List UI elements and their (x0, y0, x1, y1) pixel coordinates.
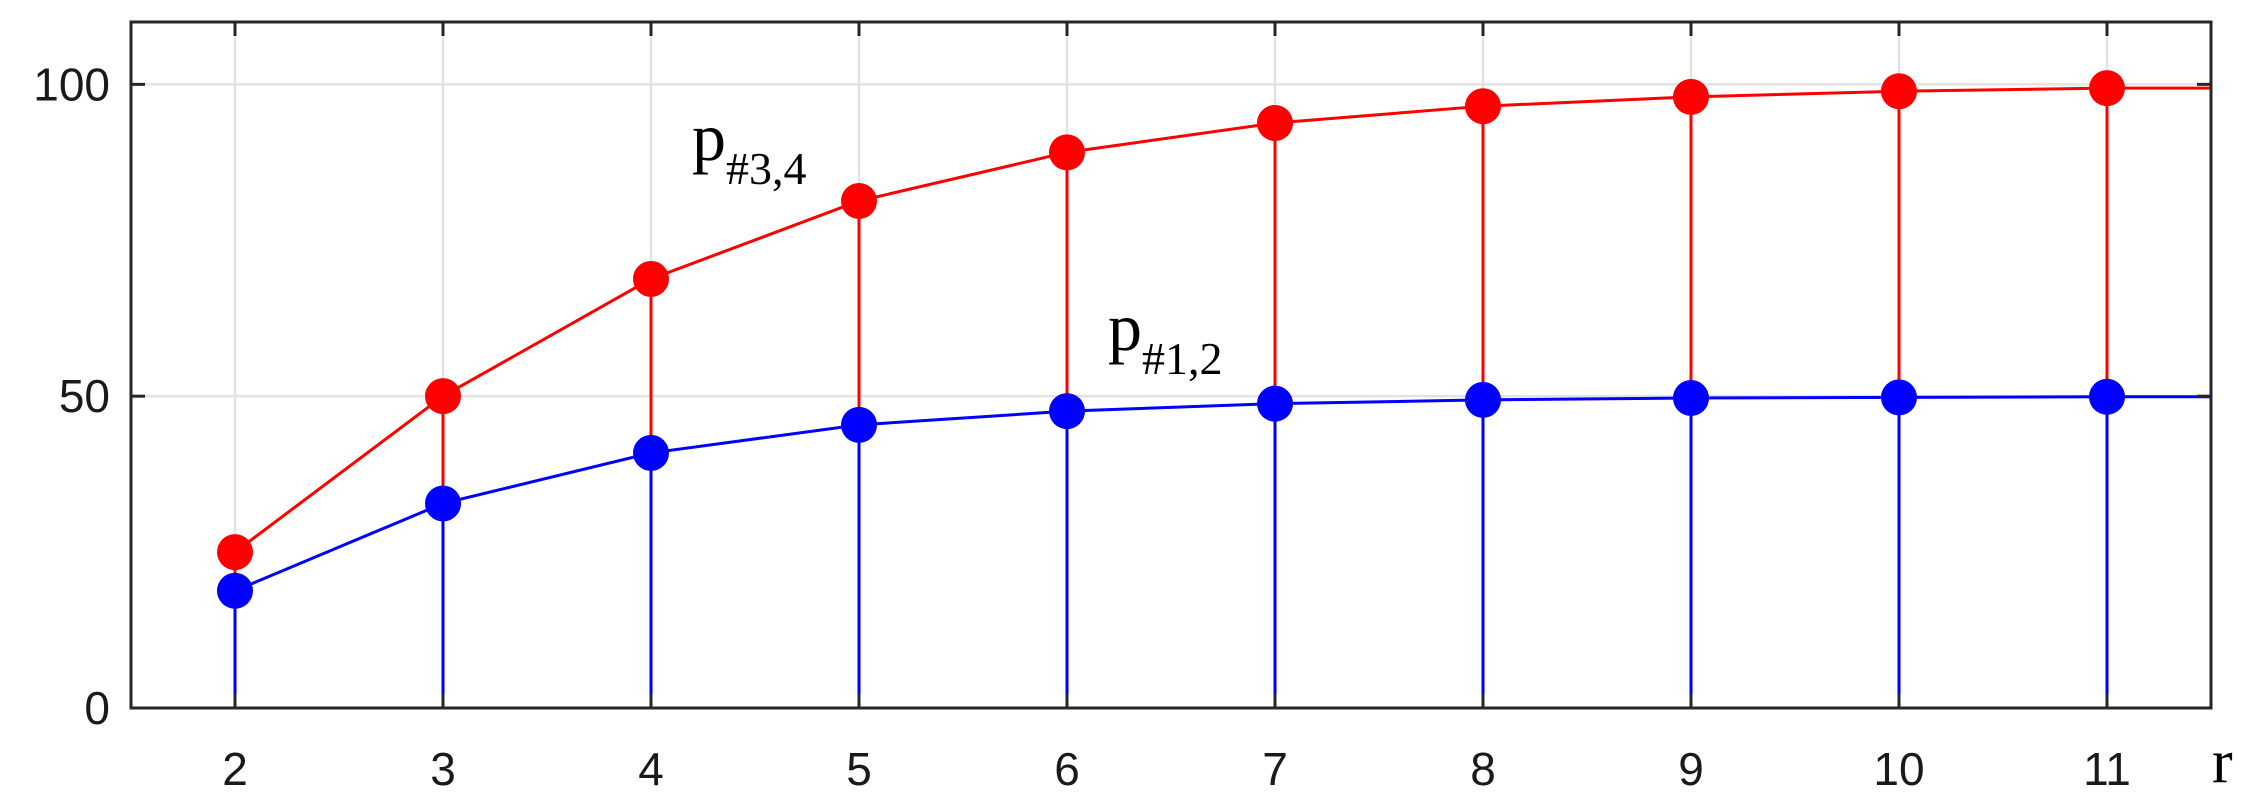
point-0-8 (1465, 88, 1501, 125)
point-1-10 (1881, 379, 1917, 416)
labels: p#3,4 p#1,2 r (692, 99, 2233, 796)
x-tick-label-2: 2 (222, 743, 248, 795)
point-1-3 (425, 485, 461, 522)
x-tick-label-7: 7 (1262, 743, 1288, 795)
point-1-8 (1465, 381, 1501, 418)
point-1-5 (841, 406, 877, 443)
point-0-10 (1881, 73, 1917, 110)
x-tick-label-8: 8 (1470, 743, 1496, 795)
x-tick-label-10: 10 (1873, 743, 1924, 795)
point-0-6 (1049, 134, 1085, 171)
x-axis-label: r (2212, 728, 2233, 796)
point-0-2 (217, 534, 253, 571)
x-tick-label-5: 5 (846, 743, 872, 795)
y-tick-label-50: 50 (59, 370, 110, 422)
x-tick-label-11: 11 (2083, 743, 2131, 795)
x-tick-label-4: 4 (638, 743, 664, 795)
point-1-7 (1257, 385, 1293, 422)
point-1-6 (1049, 393, 1085, 430)
x-tick-label-3: 3 (430, 743, 456, 795)
series-lines (234, 86, 2211, 593)
ticks: 2 3 4 5 6 7 8 9 10 11 0 50 100 (33, 22, 2211, 795)
y-tick-label-100: 100 (33, 58, 110, 110)
data-points (217, 70, 2125, 609)
point-1-4 (633, 434, 669, 471)
point-1-9 (1673, 380, 1709, 417)
series-label-p12: p#1,2 (1108, 289, 1223, 384)
y-tick-label-0: 0 (84, 682, 110, 734)
point-0-7 (1257, 105, 1293, 142)
series-label-p34: p#3,4 (692, 99, 807, 194)
point-1-2 (217, 572, 253, 609)
plot-frame (129, 20, 2213, 710)
x-tick-label-6: 6 (1054, 743, 1080, 795)
x-tick-label-9: 9 (1678, 743, 1704, 795)
point-0-4 (633, 260, 669, 297)
point-0-5 (841, 182, 877, 219)
point-0-3 (425, 378, 461, 415)
point-1-11 (2089, 378, 2125, 415)
point-0-11 (2089, 70, 2125, 107)
series-line-1 (234, 395, 2211, 593)
point-0-9 (1673, 78, 1709, 115)
